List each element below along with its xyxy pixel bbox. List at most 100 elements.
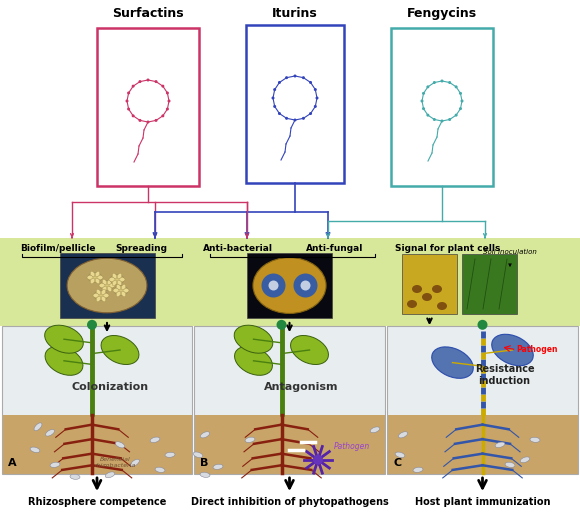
- Circle shape: [448, 118, 451, 121]
- Ellipse shape: [121, 284, 126, 290]
- Circle shape: [420, 99, 423, 103]
- Ellipse shape: [101, 336, 139, 365]
- Bar: [2, 415, 192, 474]
- Ellipse shape: [93, 294, 99, 298]
- Ellipse shape: [213, 464, 223, 469]
- Circle shape: [455, 85, 458, 88]
- Bar: [387, 326, 578, 415]
- Bar: [3, 239, 191, 325]
- Circle shape: [168, 99, 171, 103]
- Ellipse shape: [90, 271, 95, 277]
- Circle shape: [273, 105, 276, 108]
- Ellipse shape: [155, 467, 165, 472]
- Circle shape: [459, 92, 462, 95]
- Ellipse shape: [112, 280, 117, 286]
- Ellipse shape: [432, 347, 473, 378]
- Circle shape: [147, 120, 150, 124]
- Circle shape: [293, 118, 296, 122]
- Bar: [195, 239, 384, 325]
- Circle shape: [302, 76, 305, 79]
- Ellipse shape: [200, 472, 210, 478]
- Text: Anti-bacterial: Anti-bacterial: [203, 244, 273, 253]
- Circle shape: [166, 92, 169, 95]
- Ellipse shape: [101, 289, 106, 295]
- Ellipse shape: [105, 472, 115, 478]
- Circle shape: [316, 96, 318, 99]
- Text: Resistance
induction: Resistance induction: [474, 364, 534, 386]
- Circle shape: [309, 112, 312, 115]
- Circle shape: [277, 320, 287, 330]
- Ellipse shape: [117, 280, 122, 286]
- Ellipse shape: [50, 462, 60, 468]
- Circle shape: [139, 119, 142, 122]
- Circle shape: [313, 455, 323, 465]
- Circle shape: [154, 80, 158, 83]
- Ellipse shape: [34, 423, 42, 431]
- Text: Rhizosphere competence: Rhizosphere competence: [28, 497, 166, 507]
- Ellipse shape: [395, 452, 405, 458]
- Circle shape: [139, 80, 142, 83]
- Bar: [60, 253, 154, 318]
- Bar: [194, 415, 385, 474]
- Circle shape: [278, 112, 281, 115]
- Circle shape: [302, 117, 305, 120]
- Ellipse shape: [193, 452, 203, 458]
- Ellipse shape: [407, 300, 417, 308]
- Ellipse shape: [262, 274, 285, 298]
- Ellipse shape: [107, 286, 112, 292]
- Circle shape: [440, 119, 444, 123]
- Ellipse shape: [87, 276, 93, 279]
- Ellipse shape: [269, 280, 278, 290]
- Circle shape: [477, 320, 488, 330]
- Ellipse shape: [30, 447, 40, 452]
- Circle shape: [459, 107, 462, 110]
- Bar: [97, 28, 199, 186]
- Ellipse shape: [96, 289, 101, 295]
- Bar: [462, 254, 517, 314]
- Ellipse shape: [112, 273, 117, 279]
- Text: Direct inhibition of phytopathogens: Direct inhibition of phytopathogens: [191, 497, 389, 507]
- Circle shape: [433, 118, 436, 121]
- Ellipse shape: [432, 285, 442, 293]
- Ellipse shape: [293, 274, 317, 298]
- Circle shape: [285, 117, 288, 120]
- Ellipse shape: [520, 457, 530, 463]
- Ellipse shape: [115, 442, 125, 448]
- Bar: [0, 238, 580, 326]
- Circle shape: [426, 114, 429, 117]
- Bar: [194, 326, 385, 474]
- Ellipse shape: [291, 336, 328, 365]
- Ellipse shape: [102, 279, 107, 285]
- Text: Iturins: Iturins: [272, 7, 318, 20]
- Circle shape: [271, 96, 274, 99]
- Ellipse shape: [121, 291, 126, 297]
- Ellipse shape: [530, 437, 540, 442]
- Ellipse shape: [300, 280, 310, 290]
- Ellipse shape: [150, 437, 160, 442]
- Ellipse shape: [113, 288, 119, 292]
- Ellipse shape: [95, 278, 100, 284]
- Ellipse shape: [94, 290, 108, 300]
- Circle shape: [127, 107, 130, 110]
- Ellipse shape: [67, 258, 147, 313]
- Circle shape: [426, 85, 429, 88]
- Ellipse shape: [103, 294, 109, 298]
- Circle shape: [422, 107, 425, 110]
- Ellipse shape: [253, 258, 326, 313]
- Circle shape: [278, 81, 281, 84]
- Circle shape: [440, 79, 444, 83]
- Circle shape: [461, 99, 463, 103]
- Text: Colonization: Colonization: [71, 382, 148, 392]
- Text: Fengycins: Fengycins: [407, 7, 477, 20]
- Ellipse shape: [165, 452, 175, 457]
- Text: A: A: [8, 458, 17, 468]
- Circle shape: [314, 88, 317, 91]
- Circle shape: [147, 78, 150, 82]
- Ellipse shape: [412, 285, 422, 293]
- Ellipse shape: [99, 284, 105, 288]
- Circle shape: [161, 114, 164, 117]
- Circle shape: [132, 85, 135, 88]
- Text: Beneficial
rhizobacteria: Beneficial rhizobacteria: [95, 457, 136, 468]
- Ellipse shape: [130, 459, 139, 467]
- Bar: [194, 326, 385, 415]
